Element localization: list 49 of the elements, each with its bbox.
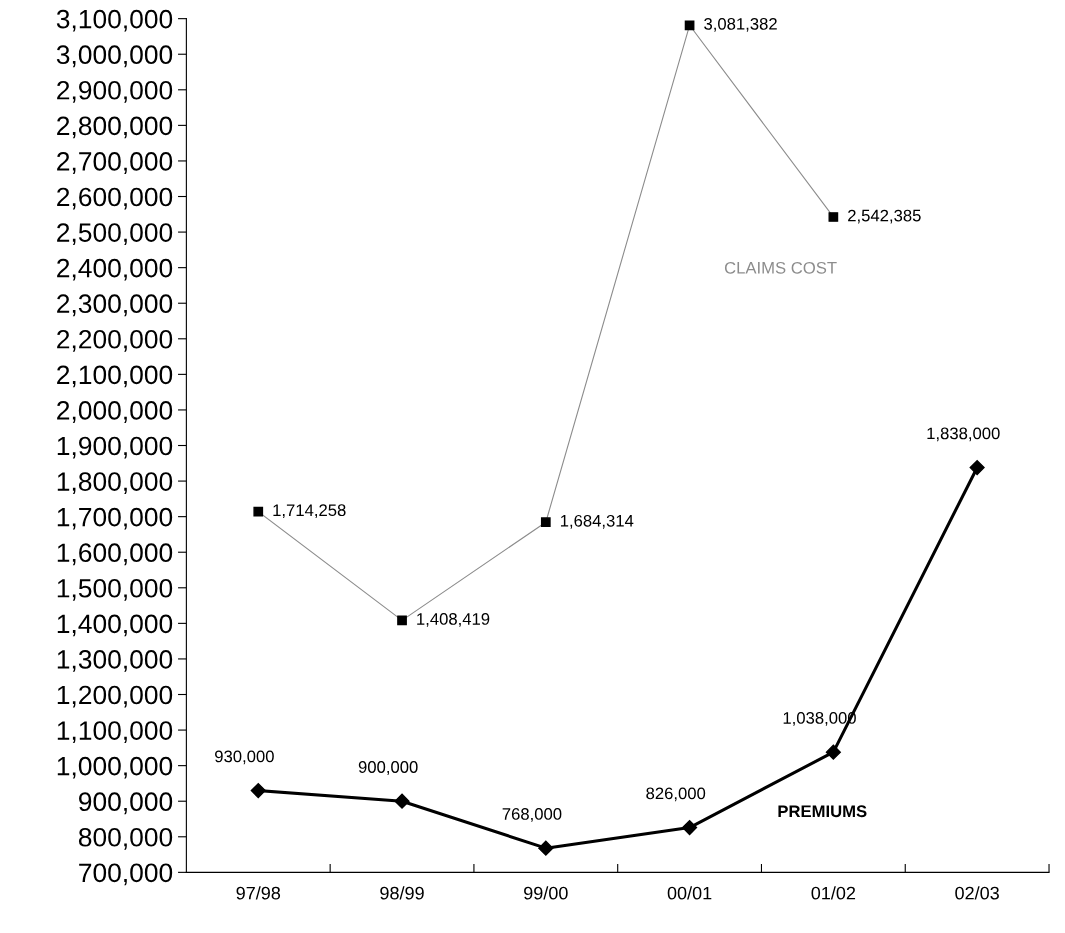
point — [825, 744, 841, 760]
x-tick-label: 97/98 — [236, 886, 281, 900]
y-tick-label: 800,000 — [78, 827, 173, 850]
text: CLAIMS COST — [724, 261, 837, 274]
data-label: 826,000 — [646, 787, 706, 802]
y-tick-label: 1,400,000 — [57, 614, 173, 637]
y-tick-label: 3,100,000 — [56, 9, 173, 32]
y-tick-label: 900,000 — [79, 792, 173, 815]
y-tick-label: 2,800,000 — [57, 116, 173, 139]
y-tick-label: 1,800,000 — [57, 472, 173, 495]
y-tick-label: 1,600,000 — [57, 543, 173, 566]
y-tick-label: 1,500,000 — [57, 578, 173, 601]
x-tick-label: 99/00 — [524, 886, 568, 900]
x-tick-label: 98/99 — [380, 886, 424, 900]
y-tick-label: 1,300,000 — [57, 650, 173, 672]
y-tick-label: 2,300,000 — [57, 294, 173, 317]
data-label: 1,714,258 — [273, 504, 346, 519]
y-tick-label: 2,200,000 — [57, 329, 173, 352]
y-tick-label: 1,000,000 — [57, 756, 173, 779]
y-tick-label: 2,000,000 — [57, 401, 173, 423]
data-label: 900,000 — [358, 761, 418, 775]
y-tick-label: 2,600,000 — [57, 187, 173, 210]
x-tick-label: 02/03 — [955, 886, 999, 900]
point — [250, 782, 266, 799]
x-tick-label: 01/02 — [811, 886, 856, 900]
point — [682, 819, 698, 836]
y-tick-label: 2,500,000 — [57, 223, 173, 246]
point — [394, 793, 410, 809]
y-tick-label: 3,000,000 — [56, 45, 173, 68]
y-tick-label: 2,900,000 — [57, 80, 173, 103]
y-tick-label: 2,400,000 — [57, 258, 173, 281]
data-label: 3,081,382 — [704, 17, 777, 32]
y-tick-label: 2,100,000 — [57, 365, 173, 388]
data-label: 2,542,385 — [848, 209, 921, 224]
y-tick-label: 1,900,000 — [57, 436, 173, 459]
series-label: PREMIUMS — [778, 805, 867, 818]
data-label: 1,684,314 — [560, 514, 634, 529]
data-label: 1,408,419 — [417, 613, 490, 627]
data-label: 930,000 — [215, 750, 274, 765]
y-tick-label: 700,000 — [79, 863, 173, 886]
data-label: 1,838,000 — [927, 427, 1000, 442]
y-tick-label: 1,700,000 — [57, 507, 173, 530]
y-tick-label: 1,100,000 — [57, 721, 173, 744]
y-tick-label: 2,700,000 — [57, 152, 173, 174]
point — [538, 840, 554, 856]
point — [969, 459, 985, 476]
data-label: 768,000 — [502, 808, 562, 822]
y-tick-label: 1,200,000 — [57, 685, 173, 708]
x-tick-label: 00/01 — [667, 886, 712, 900]
